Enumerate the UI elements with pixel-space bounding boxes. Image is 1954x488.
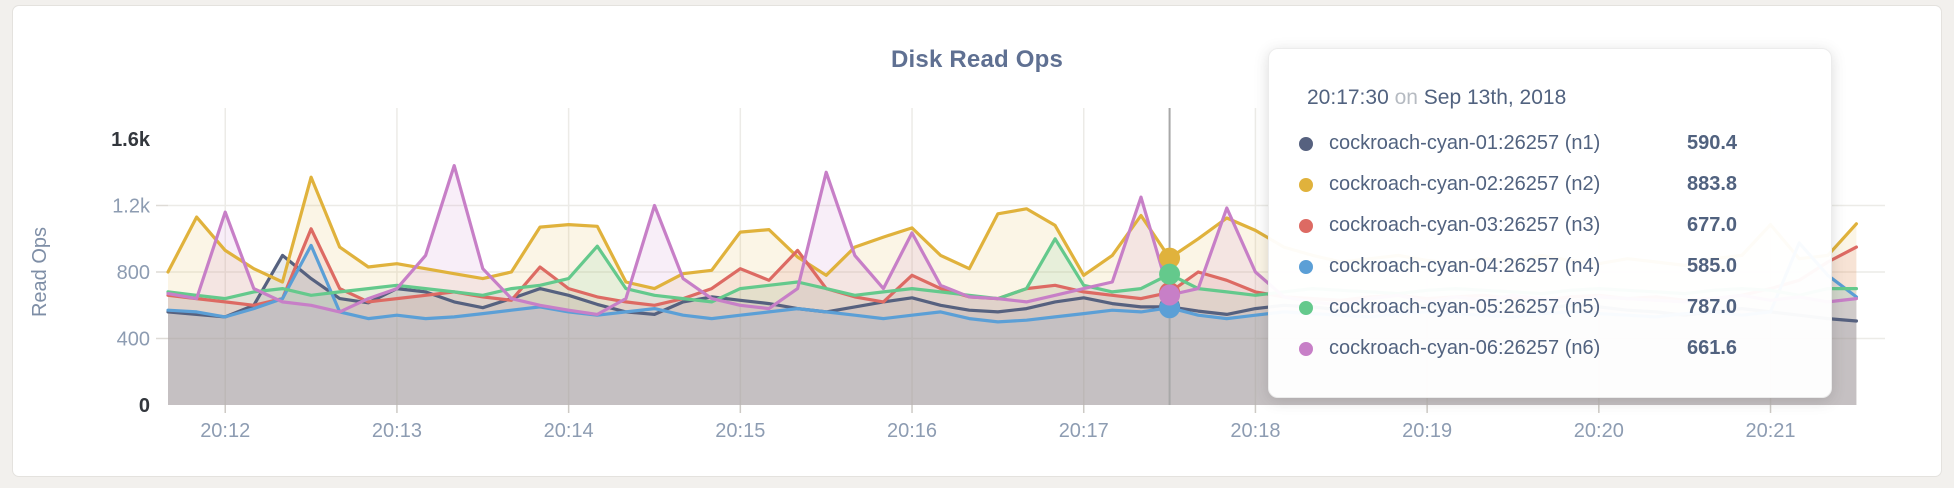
x-axis-tick-label: 20:20 <box>1574 420 1624 442</box>
series-color-dot-n2 <box>1299 177 1313 192</box>
x-axis-tick-label: 20:15 <box>715 420 765 442</box>
tooltip-date: Sep 13th, 2018 <box>1423 86 1567 109</box>
tooltip-timestamp: 20:17:30 on Sep 13th, 2018 <box>1307 85 1807 111</box>
tooltip-series-row: cockroach-cyan-01:26257 (n1) 590.4 <box>1299 123 1807 164</box>
x-axis-tick-label: 20:17 <box>1059 420 1109 442</box>
hover-dot-n6 <box>1159 284 1181 306</box>
y-axis-tick-label: 1.2k <box>112 196 151 218</box>
series-color-dot-n4 <box>1299 259 1313 274</box>
y-axis-tick-label: 800 <box>117 262 150 284</box>
series-value: 661.6 <box>1687 337 1738 359</box>
tooltip-series-row: cockroach-cyan-03:26257 (n3) 677.0 <box>1299 205 1807 246</box>
series-label: cockroach-cyan-05:26257 (n5) <box>1329 296 1601 318</box>
series-color-dot-n5 <box>1299 300 1313 315</box>
tooltip-conjunction: on <box>1394 86 1418 109</box>
series-label: cockroach-cyan-01:26257 (n1) <box>1329 132 1601 154</box>
tooltip-time: 20:17:30 <box>1307 86 1389 109</box>
hover-dot-n2 <box>1159 247 1181 269</box>
tooltip-series-row: cockroach-cyan-05:26257 (n5) 787.0 <box>1299 287 1807 328</box>
chart-tooltip: 20:17:30 on Sep 13th, 2018 cockroach-cya… <box>1268 48 1832 398</box>
series-value: 590.4 <box>1687 132 1738 154</box>
series-label: cockroach-cyan-04:26257 (n4) <box>1329 255 1601 277</box>
chart-title: Disk Read Ops <box>891 46 1063 73</box>
y-axis-tick-label: 400 <box>117 329 150 351</box>
series-value: 585.0 <box>1687 255 1738 277</box>
x-axis-tick-label: 20:21 <box>1746 420 1796 442</box>
tooltip-series-row: cockroach-cyan-02:26257 (n2) 883.8 <box>1299 164 1807 205</box>
series-color-dot-n6 <box>1299 341 1313 356</box>
series-value: 787.0 <box>1687 296 1738 318</box>
y-axis-tick-label: 0 <box>139 395 150 417</box>
series-color-dot-n1 <box>1299 136 1313 151</box>
series-value: 677.0 <box>1687 214 1738 236</box>
series-label: cockroach-cyan-02:26257 (n2) <box>1329 173 1601 195</box>
x-axis-tick-label: 20:14 <box>544 420 594 442</box>
x-axis-tick-label: 20:13 <box>372 420 422 442</box>
x-axis-tick-label: 20:12 <box>200 420 250 442</box>
hover-dot-n5 <box>1159 263 1181 285</box>
series-color-dot-n3 <box>1299 218 1313 233</box>
x-axis-tick-label: 20:18 <box>1230 420 1280 442</box>
y-axis-tick-label: 1.6k <box>111 129 151 151</box>
y-axis-label: Read Ops <box>29 227 51 317</box>
x-axis-tick-label: 20:16 <box>887 420 937 442</box>
tooltip-series-row: cockroach-cyan-06:26257 (n6) 661.6 <box>1299 328 1807 369</box>
tooltip-series-row: cockroach-cyan-04:26257 (n4) 585.0 <box>1299 246 1807 287</box>
tooltip-series-list: cockroach-cyan-01:26257 (n1) 590.4 cockr… <box>1299 123 1807 369</box>
series-label: cockroach-cyan-03:26257 (n3) <box>1329 214 1601 236</box>
x-axis-tick-label: 20:19 <box>1402 420 1452 442</box>
series-label: cockroach-cyan-06:26257 (n6) <box>1329 337 1601 359</box>
series-value: 883.8 <box>1687 173 1738 195</box>
